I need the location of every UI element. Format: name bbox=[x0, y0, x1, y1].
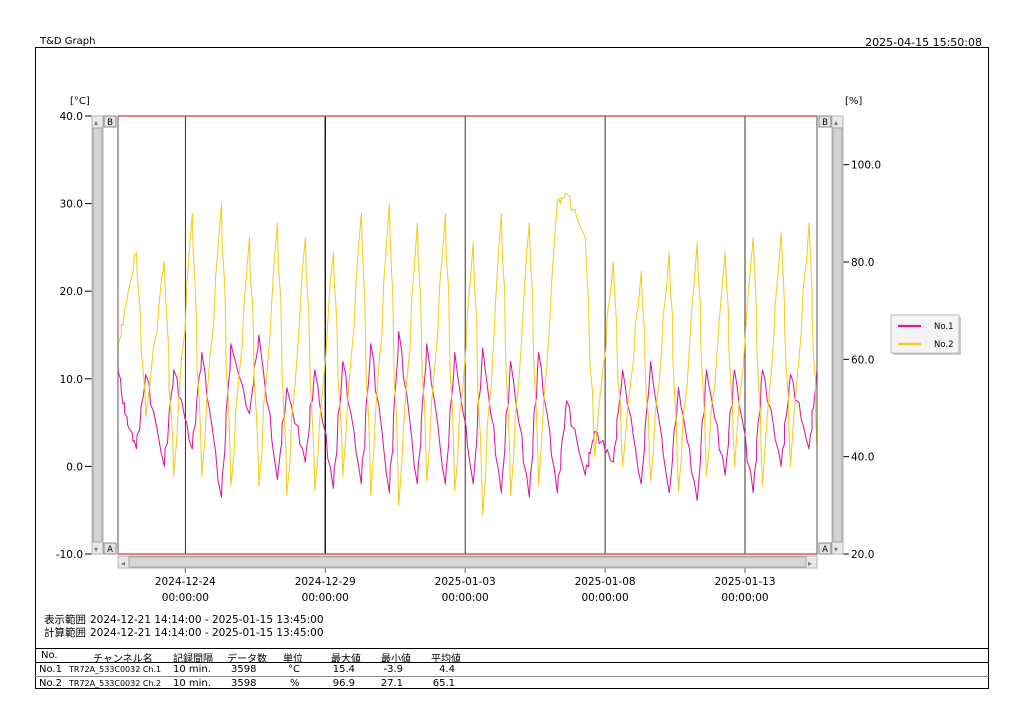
table-row: No.1 TR72A_533C0032 Ch.1 10 min. 3598 °C… bbox=[35, 663, 989, 677]
y-right-tick-label: 60.0 bbox=[851, 354, 874, 366]
left-scale-a-label: A bbox=[107, 545, 113, 555]
y-left-tick-label: 20.0 bbox=[60, 286, 83, 298]
x-tick-label: 2025-01-08 bbox=[575, 576, 636, 588]
x-tick-label: 2024-12-24 bbox=[155, 576, 216, 588]
left-axis-scroll-thumb bbox=[92, 127, 103, 543]
table-cell: 10 min. bbox=[173, 664, 211, 675]
series-line-no2 bbox=[117, 192, 818, 516]
scroll-right-arrow: ▸ bbox=[808, 559, 812, 568]
calc-range-value: 2024-12-21 14:14:00 - 2025-01-15 13:45:0… bbox=[90, 627, 324, 639]
y-right-tick-label: 100.0 bbox=[851, 160, 881, 172]
right-scale-a-label: A bbox=[822, 545, 828, 555]
table-cell: % bbox=[290, 678, 300, 689]
header-cell: チャンネル名 bbox=[93, 654, 153, 665]
plot-area bbox=[118, 116, 817, 554]
stats-header-row: No. チャンネル名 記録間隔 データ数 単位 最大値 最小値 平均値 bbox=[35, 649, 989, 665]
table-cell: No.2 bbox=[39, 678, 62, 689]
table-row: No.2 TR72A_533C0032 Ch.2 10 min. 3598 % … bbox=[35, 677, 989, 690]
x-tick-label: 00:00:00 bbox=[721, 592, 768, 604]
right-scroll-down-arrow: ▾ bbox=[834, 545, 838, 554]
y-left-tick-label: -10.0 bbox=[56, 549, 83, 561]
table-cell: °C bbox=[288, 664, 300, 675]
right-scale-b-label: B bbox=[822, 118, 828, 128]
right-axis-scroll-thumb bbox=[832, 127, 843, 543]
header-cell: 記録間隔 bbox=[173, 654, 213, 665]
legend-label: No.2 bbox=[934, 340, 954, 350]
report-frame bbox=[35, 47, 989, 689]
stats-table: No. チャンネル名 記録間隔 データ数 単位 最大値 最小値 平均値 No.1… bbox=[35, 648, 989, 690]
x-tick-label: 00:00:00 bbox=[302, 592, 349, 604]
table-cell: 3598 bbox=[231, 678, 257, 689]
legend-label: No.1 bbox=[934, 322, 954, 332]
header-cell: 平均値 bbox=[431, 654, 461, 665]
series-line-no1 bbox=[117, 330, 818, 502]
y-right-unit: [%] bbox=[845, 96, 862, 107]
calc-range: 計算範囲 2024-12-21 14:14:00 - 2025-01-15 13:… bbox=[44, 625, 324, 640]
display-range-label: 表示範囲 bbox=[44, 614, 86, 626]
header-cell: 最大値 bbox=[331, 654, 361, 665]
table-cell: 4.4 bbox=[439, 664, 455, 675]
horizontal-scroll-thumb bbox=[128, 556, 807, 568]
left-scale-b-box bbox=[103, 115, 117, 128]
table-cell: 10 min. bbox=[173, 678, 211, 689]
app-title: T&D Graph bbox=[40, 36, 96, 47]
table-cell: 96.9 bbox=[332, 678, 355, 689]
legend-box bbox=[890, 314, 960, 354]
display-range: 表示範囲 2024-12-21 14:14:00 - 2025-01-15 13:… bbox=[44, 612, 324, 627]
right-scale-b-box bbox=[818, 115, 832, 128]
table-cell: TR72A_533C0032 Ch.2 bbox=[69, 679, 162, 688]
table-cell: 65.1 bbox=[432, 678, 455, 689]
left-scale-b-label: B bbox=[107, 118, 113, 128]
print-timestamp: 2025-04-15 15:50:08 bbox=[865, 36, 982, 49]
y-right-tick-label: 80.0 bbox=[851, 257, 874, 269]
y-right-tick-label: 20.0 bbox=[851, 549, 874, 561]
y-left-tick-label: 10.0 bbox=[60, 374, 83, 386]
display-range-value: 2024-12-21 14:14:00 - 2025-01-15 13:45:0… bbox=[90, 614, 324, 626]
table-cell: No.1 bbox=[39, 664, 62, 675]
scroll-left-arrow: ◂ bbox=[121, 559, 125, 568]
header-cell: 単位 bbox=[283, 654, 303, 665]
x-tick-label: 2024-12-29 bbox=[295, 576, 356, 588]
header-cell: No. bbox=[41, 650, 58, 661]
left-scale-a-box bbox=[103, 542, 117, 555]
left-scroll-down-arrow: ▾ bbox=[94, 545, 98, 554]
right-scroll-up-arrow: ▴ bbox=[834, 118, 838, 127]
table-cell: 15.4 bbox=[332, 664, 355, 675]
table-cell: 3598 bbox=[231, 664, 257, 675]
header-cell: 最小値 bbox=[381, 654, 411, 665]
header-cell: データ数 bbox=[227, 654, 267, 665]
x-tick-label: 00:00:00 bbox=[442, 592, 489, 604]
right-scale-a-box bbox=[818, 542, 832, 555]
table-cell: 27.1 bbox=[380, 678, 403, 689]
x-tick-label: 00:00:00 bbox=[582, 592, 629, 604]
calc-range-label: 計算範囲 bbox=[44, 627, 86, 639]
y-left-tick-label: 30.0 bbox=[60, 199, 83, 211]
y-right-tick-label: 40.0 bbox=[851, 452, 874, 464]
left-scroll-up-arrow: ▴ bbox=[94, 118, 98, 127]
x-tick-label: 2025-01-03 bbox=[435, 576, 496, 588]
x-tick-label: 2025-01-13 bbox=[714, 576, 775, 588]
y-left-tick-label: 40.0 bbox=[60, 111, 83, 123]
x-tick-label: 00:00:00 bbox=[162, 592, 209, 604]
table-cell: -3.9 bbox=[383, 664, 403, 675]
y-left-tick-label: 0.0 bbox=[66, 461, 83, 473]
table-cell: TR72A_533C0032 Ch.1 bbox=[69, 665, 162, 674]
y-left-unit: [°C] bbox=[70, 96, 90, 107]
